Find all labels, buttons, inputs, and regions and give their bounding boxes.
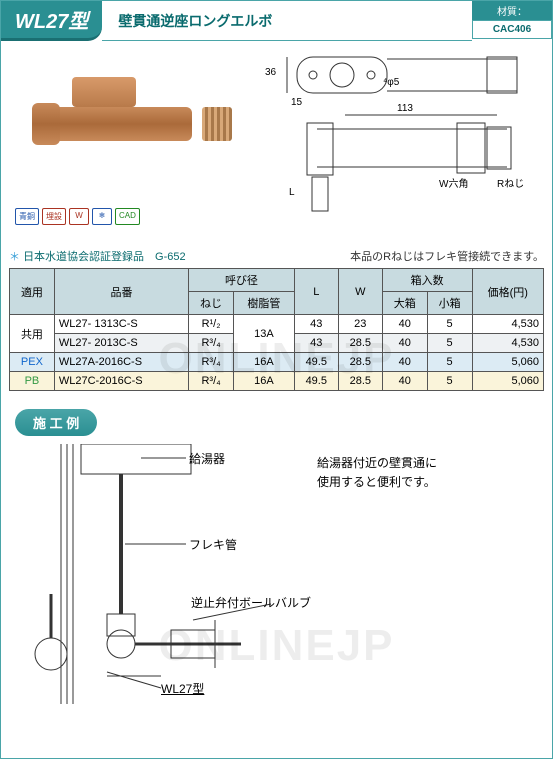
material-value: CAC406 <box>472 20 552 39</box>
rthread-note: 本品のRねじはフレキ管接続できます。 <box>350 248 544 264</box>
cell-small: 5 <box>427 353 472 372</box>
cell-thread: R¹/₂ <box>189 315 234 334</box>
install-diagram: 給湯器 フレキ管 逆止弁付ボールバルブ WL27型 <box>11 444 311 704</box>
th-apply: 適用 <box>10 269 55 315</box>
th-price: 価格(円) <box>472 269 543 315</box>
th-W: W <box>338 269 382 315</box>
cell-partno: WL27A-2016C-S <box>54 353 188 372</box>
badge-cad: CAD <box>115 208 140 225</box>
table-row: PEX WL27A-2016C-S R³/₄ 16A 49.5 28.5 40 … <box>10 353 544 372</box>
dim-113: 113 <box>397 103 413 114</box>
cell-price: 5,060 <box>472 353 543 372</box>
material-label: 材質： <box>472 1 552 20</box>
install-description: 給湯器付近の壁貫通に 使用すると便利です。 <box>311 444 542 704</box>
cell-apply: 共用 <box>10 315 55 353</box>
install-desc-line2: 使用すると便利です。 <box>317 473 536 492</box>
th-box: 箱入数 <box>382 269 472 292</box>
dim-whex: W六角 <box>439 175 468 190</box>
certification-note: 日本水道協会認証登録品 G-652 <box>23 251 186 263</box>
cell-price: 4,530 <box>472 315 543 334</box>
cell-W: 28.5 <box>338 372 382 391</box>
badge-bronze: 青銅 <box>15 208 39 225</box>
dim-L: L <box>289 187 295 198</box>
cell-thread: R³/₄ <box>189 334 234 353</box>
cell-L: 49.5 <box>294 353 338 372</box>
cell-L: 43 <box>294 315 338 334</box>
product-photo-area: 青銅 埋設 W ❄ CAD <box>7 47 257 227</box>
cell-thread: R³/₄ <box>189 353 234 372</box>
notes-row: ＊ 日本水道協会認証登録品 G-652 本品のRねじはフレキ管接続できます。 <box>1 246 552 268</box>
install-drawing-icon <box>11 444 311 704</box>
th-L: L <box>294 269 338 315</box>
cell-W: 28.5 <box>338 353 382 372</box>
th-box-big: 大箱 <box>382 292 427 315</box>
cell-partno: WL27- 2013C-S <box>54 334 188 353</box>
cell-small: 5 <box>427 334 472 353</box>
badge-embed: 埋設 <box>42 208 66 225</box>
cell-price: 4,530 <box>472 334 543 353</box>
cell-thread: R³/₄ <box>189 372 234 391</box>
cell-small: 5 <box>427 315 472 334</box>
label-flexi: フレキ管 <box>189 536 237 553</box>
install-section-label: 施 工 例 <box>15 409 97 436</box>
cert-mark: ＊ <box>9 251 20 263</box>
property-badges: 青銅 埋設 W ❄ CAD <box>15 208 140 225</box>
label-heater: 給湯器 <box>189 450 225 467</box>
cell-apply: PB <box>10 372 55 391</box>
dim-phi5: ⁴φ5 <box>383 77 399 88</box>
cell-big: 40 <box>382 315 427 334</box>
th-thread: ねじ <box>189 292 234 315</box>
install-desc-line1: 給湯器付近の壁貫通に <box>317 454 536 473</box>
cell-L: 43 <box>294 334 338 353</box>
label-model: WL27型 <box>161 680 204 697</box>
th-partno: 品番 <box>54 269 188 315</box>
cell-big: 40 <box>382 372 427 391</box>
dim-36: 36 <box>265 67 276 78</box>
product-photo <box>22 57 242 187</box>
table-row: PB WL27C-2016C-S R³/₄ 16A 49.5 28.5 40 5… <box>10 372 544 391</box>
dim-rthread: Rねじ <box>497 175 524 190</box>
model-badge: WL27型 <box>1 1 102 41</box>
cell-big: 40 <box>382 353 427 372</box>
product-subtitle: 壁貫通逆座ロングエルボ <box>102 1 472 41</box>
cell-price: 5,060 <box>472 372 543 391</box>
badge-cold: ❄ <box>92 208 112 225</box>
cell-partno: WL27C-2016C-S <box>54 372 188 391</box>
material-box: 材質： CAC406 <box>472 1 552 41</box>
cell-big: 40 <box>382 334 427 353</box>
label-valve: 逆止弁付ボールバルブ <box>191 594 311 611</box>
badge-wmark: W <box>69 208 89 225</box>
upper-section: 青銅 埋設 W ❄ CAD 36 15 <box>1 41 552 246</box>
tech-drawing-icon <box>257 47 537 237</box>
cell-resin: 16A <box>233 353 294 372</box>
dim-15: 15 <box>291 97 302 108</box>
cell-W: 23 <box>338 315 382 334</box>
cell-W: 28.5 <box>338 334 382 353</box>
install-example: 給湯器 フレキ管 逆止弁付ボールバルブ WL27型 給湯器付近の壁貫通に 使用す… <box>1 444 552 704</box>
th-resin: 樹脂管 <box>233 292 294 315</box>
cell-resin: 16A <box>233 372 294 391</box>
cell-L: 49.5 <box>294 372 338 391</box>
dimension-diagram: 36 15 ⁴φ5 113 L W六角 Rねじ <box>257 47 546 240</box>
table-row: 共用 WL27- 1313C-S R¹/₂ 13A 43 23 40 5 4,5… <box>10 315 544 334</box>
th-box-small: 小箱 <box>427 292 472 315</box>
spec-table: 適用 品番 呼び径 L W 箱入数 価格(円) ねじ 樹脂管 大箱 小箱 共用 … <box>9 268 544 391</box>
header: WL27型 壁貫通逆座ロングエルボ 材質： CAC406 <box>1 1 552 41</box>
cell-partno: WL27- 1313C-S <box>54 315 188 334</box>
cell-resin: 13A <box>233 315 294 353</box>
cell-apply: PEX <box>10 353 55 372</box>
cell-small: 5 <box>427 372 472 391</box>
th-size: 呼び径 <box>189 269 295 292</box>
